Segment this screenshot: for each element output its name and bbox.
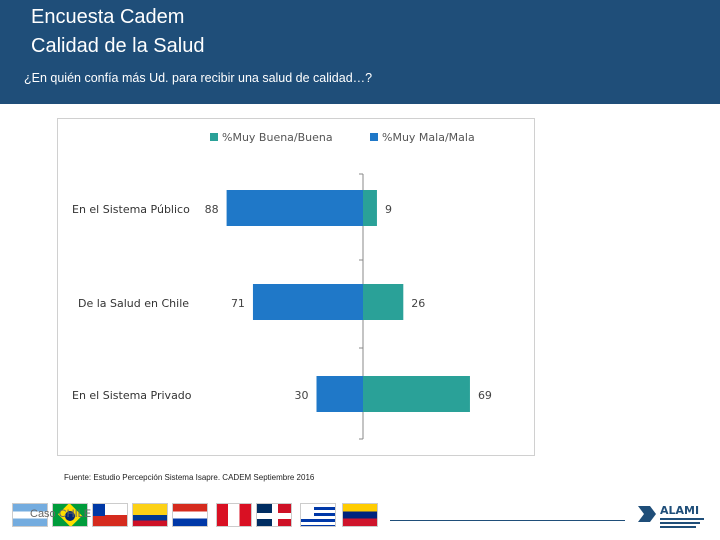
value-label-muy-buena-0: 9 <box>385 203 392 216</box>
legend-swatch-0 <box>210 133 218 141</box>
source-note: Fuente: Estudio Percepción Sistema Isapr… <box>64 473 315 482</box>
bar-chart: %Muy Buena/Buena %Muy Mala/Mala En el Sist… <box>72 131 492 440</box>
chart-container: %Muy Buena/Buena %Muy Mala/Mala En el Sist… <box>57 118 535 456</box>
chile-flag-icon <box>92 503 128 527</box>
logo-text: ALAMI <box>660 504 699 517</box>
header-banner: Encuesta Cadem Calidad de la Salud ¿En q… <box>0 0 720 104</box>
page-title: Encuesta Cadem <box>31 6 185 28</box>
alami-logo: ALAMI <box>636 500 706 530</box>
bar-muy-mala-0 <box>226 190 363 226</box>
value-label-muy-mala-2: 30 <box>295 389 309 402</box>
bar-muy-buena-0 <box>363 190 377 226</box>
legend-label-0: %Muy Buena/Buena <box>222 131 333 144</box>
legend-label-1: %Muy Mala/Mala <box>382 131 475 144</box>
peru-flag-icon <box>216 503 252 527</box>
category-label-1: De la Salud en Chile <box>78 297 189 310</box>
category-label-0: En el Sistema Público <box>72 203 190 216</box>
venezuela-flag-icon <box>342 503 378 527</box>
bar-muy-buena-2 <box>363 376 470 412</box>
value-label-muy-buena-1: 26 <box>411 297 425 310</box>
footer-divider <box>390 520 625 521</box>
alami-logo-icon: ALAMI <box>638 504 704 528</box>
case-label: Caso CHILE <box>30 508 92 520</box>
paraguay-flag-icon <box>172 503 208 527</box>
bar-muy-mala-1 <box>252 284 363 320</box>
page-subtitle: Calidad de la Salud <box>31 35 205 57</box>
category-label-2: En el Sistema Privado <box>72 389 192 402</box>
dominican-flag-icon <box>256 503 292 527</box>
argentina-flag-icon <box>12 503 48 527</box>
survey-question: ¿En quién confía más Ud. para recibir un… <box>24 71 373 85</box>
value-label-muy-buena-2: 69 <box>478 389 492 402</box>
colombia-flag-icon <box>132 503 168 527</box>
value-label-muy-mala-0: 88 <box>205 203 219 216</box>
uruguay-flag-icon <box>300 503 336 527</box>
value-label-muy-mala-1: 71 <box>231 297 245 310</box>
bar-muy-buena-1 <box>363 284 404 320</box>
legend-swatch-1 <box>370 133 378 141</box>
brazil-flag-icon <box>52 503 88 527</box>
bar-muy-mala-2 <box>316 376 363 412</box>
